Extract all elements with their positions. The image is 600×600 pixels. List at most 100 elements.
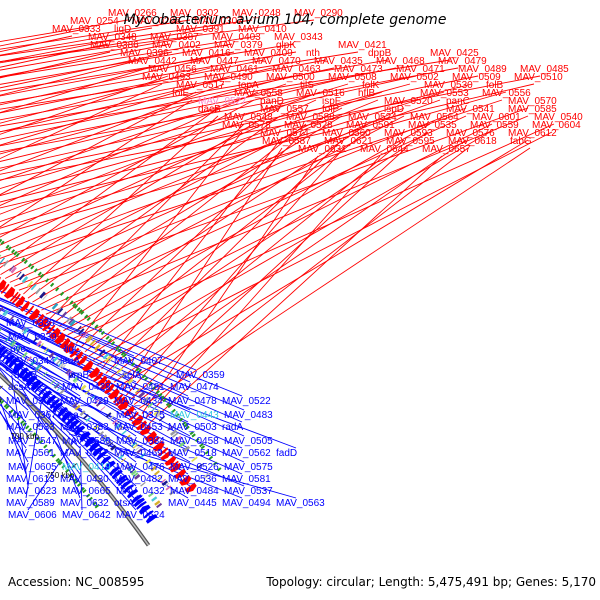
rna-marker	[12, 412, 17, 417]
forward-gene-label: MAV_0254	[70, 16, 119, 27]
reverse-gene-label: MAV_0536	[168, 474, 217, 485]
cog-block	[142, 396, 150, 403]
gene-arrow	[0, 342, 2, 346]
gene-arrow	[79, 431, 91, 443]
reverse-gene-label: acsA	[8, 382, 31, 393]
scale-tick-label: 750 kbp	[46, 471, 75, 480]
gene-arrow	[37, 317, 49, 329]
feature-rings	[0, 238, 222, 547]
reverse-gene-label: MAV_0476	[116, 462, 165, 473]
cog-block	[148, 492, 154, 498]
forward-gene-label: MAV_0520	[384, 96, 433, 107]
reverse-label-connector	[85, 452, 137, 511]
cog-block	[56, 386, 62, 391]
forward-gene-label: MAV_0570	[508, 96, 557, 107]
cog-block	[95, 427, 101, 433]
scale-ticks: 300 kbp350 kbp400 kbp450 kbp500 kbp550 k…	[0, 385, 78, 480]
gene-arrow	[41, 390, 53, 401]
rna-marker	[107, 338, 113, 343]
rna-marker	[155, 390, 160, 395]
forward-gene-label: MAV_0564	[410, 112, 459, 123]
cog-block	[158, 415, 166, 422]
forward-label-connector	[0, 51, 173, 89]
cog-block	[32, 337, 38, 343]
forward-gene-label: MAV_0409	[244, 48, 293, 59]
reverse-gene-label: MAV_0561	[6, 448, 55, 459]
forward-label-connector	[0, 83, 349, 190]
rna-marker	[84, 314, 89, 319]
forward-gene-label: MAV_0410	[238, 24, 287, 35]
gene-arrow	[104, 460, 116, 471]
cog-block	[134, 474, 141, 480]
rna-marker	[32, 432, 37, 437]
forward-label-connector	[0, 99, 193, 228]
gene-arrow	[84, 436, 96, 448]
reverse-gene-label: MAV_0367	[8, 410, 57, 421]
reverse-label-connector	[0, 345, 81, 397]
gene-arrow	[111, 469, 123, 480]
reverse-gene-label: MAV_0419	[62, 462, 111, 473]
reverse-gene-label: MAV_0537	[224, 486, 273, 497]
rna-marker	[185, 425, 190, 430]
rna-marker	[23, 259, 28, 265]
forward-label-connector	[0, 43, 295, 92]
rna-marker	[178, 417, 184, 422]
forward-gene-label: MAV_0574	[260, 128, 309, 139]
cog-block	[9, 265, 15, 272]
cog-block	[118, 454, 124, 460]
cog-block	[101, 434, 108, 440]
cog-block	[147, 402, 154, 409]
label-connector-lines	[0, 19, 555, 511]
gene-arrow	[73, 351, 84, 362]
scale-tick-label: 650 kbp	[0, 395, 2, 404]
gene-arrow	[170, 462, 182, 473]
cog-block	[86, 336, 93, 343]
cog-block	[203, 472, 211, 479]
gene-arrow	[115, 396, 126, 406]
cog-block	[107, 358, 114, 364]
forward-label-connector	[0, 91, 197, 196]
forward-label-connector	[0, 83, 287, 181]
cog-block	[2, 309, 8, 316]
rna-marker	[137, 369, 142, 374]
reverse-label-connector	[0, 314, 137, 383]
forward-label-connector	[0, 107, 281, 275]
rna-marker	[208, 455, 214, 460]
cog-block	[84, 389, 91, 395]
rna-marker	[37, 271, 42, 277]
cog-block	[129, 439, 136, 445]
forward-label-connector	[0, 91, 321, 215]
forward-gene-label: MAV_0510	[514, 72, 563, 83]
gene-arrow	[113, 393, 124, 404]
cog-block	[65, 316, 73, 323]
inner-marker-ring	[0, 398, 100, 509]
rna-marker	[183, 423, 188, 428]
cog-block	[140, 452, 146, 459]
forward-gene-label: MAV_0601	[472, 112, 521, 123]
cog-block	[169, 490, 176, 496]
cog-block	[0, 257, 5, 264]
cog-block	[22, 351, 28, 358]
forward-gene-label: MAV_0500	[266, 72, 315, 83]
gene-arrow	[9, 291, 19, 302]
forward-label-connector	[0, 59, 203, 106]
rna-marker	[11, 249, 16, 254]
reverse-gene-label: MAV_0526	[170, 462, 219, 473]
reverse-label-connector	[0, 290, 197, 371]
forward-gene-label: MAV_0631	[298, 144, 347, 155]
rna-marker	[143, 376, 149, 381]
forward-label-connector	[9, 107, 405, 283]
gene-arrow	[149, 436, 160, 446]
reverse-label-connector	[0, 353, 83, 411]
reverse-label-connector	[17, 380, 83, 487]
cog-block	[16, 346, 22, 353]
cog-block	[72, 376, 79, 383]
cog-block	[59, 388, 66, 395]
gene-arrow	[25, 305, 35, 316]
forward-gene-label: MAV_0612	[508, 128, 557, 139]
accession-text: Accession: NC_008595	[8, 575, 144, 589]
reverse-gene-label: MAV_0563	[276, 498, 325, 509]
reverse-gene-label: MAV_0432	[116, 486, 165, 497]
rna-marker	[189, 431, 194, 436]
cog-block	[115, 451, 121, 456]
